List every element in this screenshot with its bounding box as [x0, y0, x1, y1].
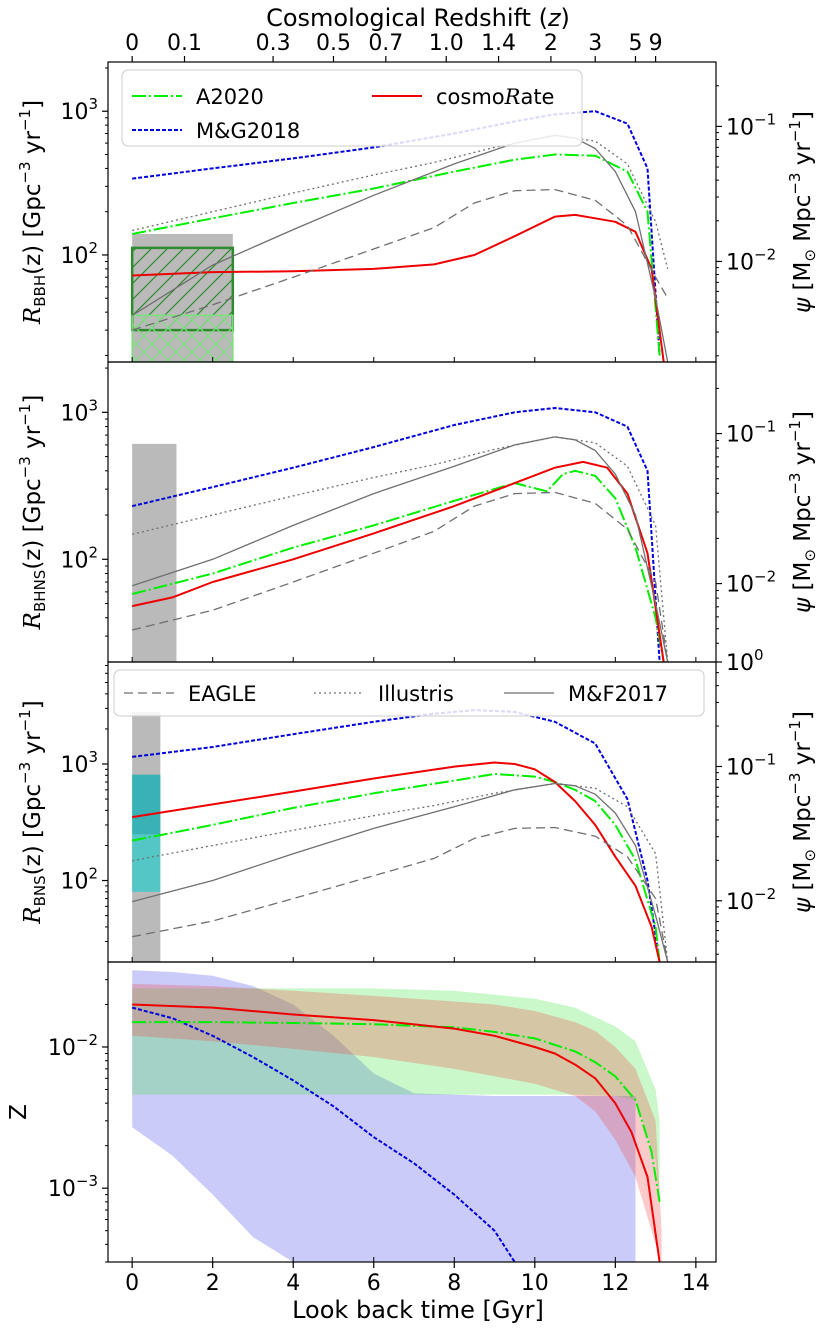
series-mg2018-line [131, 407, 661, 662]
series-mf2017-line [131, 436, 669, 662]
top-tick-label: 0.3 [256, 31, 291, 56]
legend-label-mf2017: M&F2017 [568, 682, 668, 706]
series-mg2018-line [132, 709, 661, 962]
y-axis-label: RBBH(z) [Gpc−3 yr−1] [16, 100, 49, 325]
legend-label-eagle: EAGLE [188, 682, 257, 706]
series-cosmorate-line [132, 213, 665, 362]
band-a2020 [132, 988, 660, 1202]
top-tick-label: 0.1 [167, 31, 202, 56]
plot-area-bns [132, 709, 669, 962]
y-tick-label: 102 [60, 239, 98, 269]
x-axis-title: Look back time [Gyr] [292, 1296, 544, 1324]
top-tick-label: 0.7 [368, 31, 403, 56]
series-a2020-line [131, 469, 665, 662]
top-tick-label: 5 [628, 31, 642, 56]
panel-frame [107, 961, 717, 1263]
series-illustris-line [132, 782, 669, 962]
right-y-tick-label: 10−2 [726, 245, 776, 275]
right-y-tick-label: 10−1 [726, 110, 776, 140]
panel-metallicity: 10−3 10−2 Z [6, 961, 717, 1263]
right-y-tick-label: 10−2 [726, 885, 776, 915]
top-tick-label: 0 [125, 31, 139, 56]
legend-label-illustris: Illustris [378, 682, 454, 706]
y-tick-label: 102 [60, 543, 98, 573]
series-a2020-line [132, 1021, 661, 1203]
panel-bns: 102 103 RBNS(z) [Gpc−3 yr−1] 10−2 10−1 ψ [M⊙ … [16, 661, 819, 963]
series-illustris-line [132, 436, 669, 662]
y-axis-label: RBNS(z) [Gpc−3 yr−1] [16, 700, 49, 924]
right-y-tick-label: 10−1 [726, 750, 776, 780]
plot-area-metallicity [131, 970, 662, 1262]
top-axis-ticks: 0 0.1 0.3 0.5 0.7 1.0 1.4 2 3 5 9 [125, 31, 663, 62]
plot-area-bbh [130, 110, 669, 362]
light-green-hatched-band [131, 314, 234, 362]
right-y-axis-label: ψ [M⊙ Mpc−3 yr−1] [786, 411, 819, 613]
x-tick-label: 8 [447, 1271, 461, 1296]
series-illustris-line [132, 134, 669, 270]
right-y-axis-label: ψ [M⊙ Mpc−3 yr−1] [786, 111, 819, 313]
legend-bbh: A2020 M&G2018 cosmoRate [121, 69, 583, 147]
x-tick-label: 2 [206, 1271, 220, 1296]
x-tick-label: 14 [682, 1271, 710, 1296]
y-tick-label: 103 [60, 748, 98, 778]
series-cosmorate-line [132, 761, 661, 962]
series-mg2018-line [131, 1006, 516, 1262]
band-cosmorate [132, 983, 662, 1262]
top-tick-label: 1.0 [429, 31, 464, 56]
top-tick-label: 2 [544, 31, 558, 56]
series-a2020-line [132, 153, 661, 356]
series-a2020-line [132, 773, 661, 962]
legend-box [113, 669, 705, 717]
dark-cyan-band [132, 774, 161, 835]
panel-bhns: 102 103 RBHNS(z) [Gpc−3 yr−1] 10−2 10−1 100 ψ … [16, 361, 819, 676]
panel-frame [107, 361, 717, 663]
x-tick-label: 12 [601, 1271, 629, 1296]
legend-label-a2020: A2020 [196, 85, 264, 109]
legend-label-mg2018: M&G2018 [196, 119, 300, 143]
x-tick-label: 4 [286, 1271, 300, 1296]
legend-label-cosmorate: cosmoRate [436, 85, 554, 109]
y-tick-label: 103 [60, 396, 98, 426]
cyan-uncertainty-band [132, 774, 161, 892]
y-tick-label: 103 [60, 95, 98, 125]
y-tick-label: 10−3 [48, 1172, 98, 1202]
series-mf2017-line [132, 782, 669, 962]
plot-area-bhns [131, 407, 669, 662]
top-tick-label: 9 [649, 31, 663, 56]
y-axis-label: Z [6, 1104, 32, 1120]
series-eagle-line [132, 188, 669, 331]
right-y-tick-label: 10−2 [726, 568, 776, 598]
right-y-tick-label: 100 [726, 646, 764, 676]
top-tick-label: 1.4 [481, 31, 516, 56]
x-tick-label: 6 [367, 1271, 381, 1296]
x-tick-label: 0 [125, 1271, 139, 1296]
series-cosmorate-line [132, 1003, 661, 1262]
series-cosmorate-line [131, 460, 665, 662]
right-y-axis-label: ψ [M⊙ Mpc−3 yr−1] [786, 711, 819, 913]
legend-bns: EAGLE Illustris M&F2017 [113, 669, 705, 717]
y-axis-label: RBHNS(z) [Gpc−3 yr−1] [16, 395, 49, 631]
x-axis-ticks: 0 2 4 6 8 10 12 14 [125, 1262, 710, 1296]
y-tick-label: 102 [60, 865, 98, 895]
top-tick-label: 3 [588, 31, 602, 56]
y-tick-label: 10−2 [48, 1031, 98, 1061]
series-eagle-line [132, 826, 669, 962]
gray-uncertainty-band [132, 443, 177, 662]
top-tick-label: 0.5 [316, 31, 351, 56]
panel-bbh: 102 103 RBBH(z) [Gpc−3 yr−1] 10−2 10−1 ψ [M⊙ … [16, 61, 819, 363]
legend-box [121, 69, 583, 147]
right-y-tick-label: 10−1 [726, 418, 776, 448]
top-axis-title: Cosmological Redshift (z) [266, 4, 570, 32]
band-mg2018 [132, 970, 636, 1262]
series-eagle-line [132, 491, 669, 662]
x-tick-label: 10 [521, 1271, 549, 1296]
